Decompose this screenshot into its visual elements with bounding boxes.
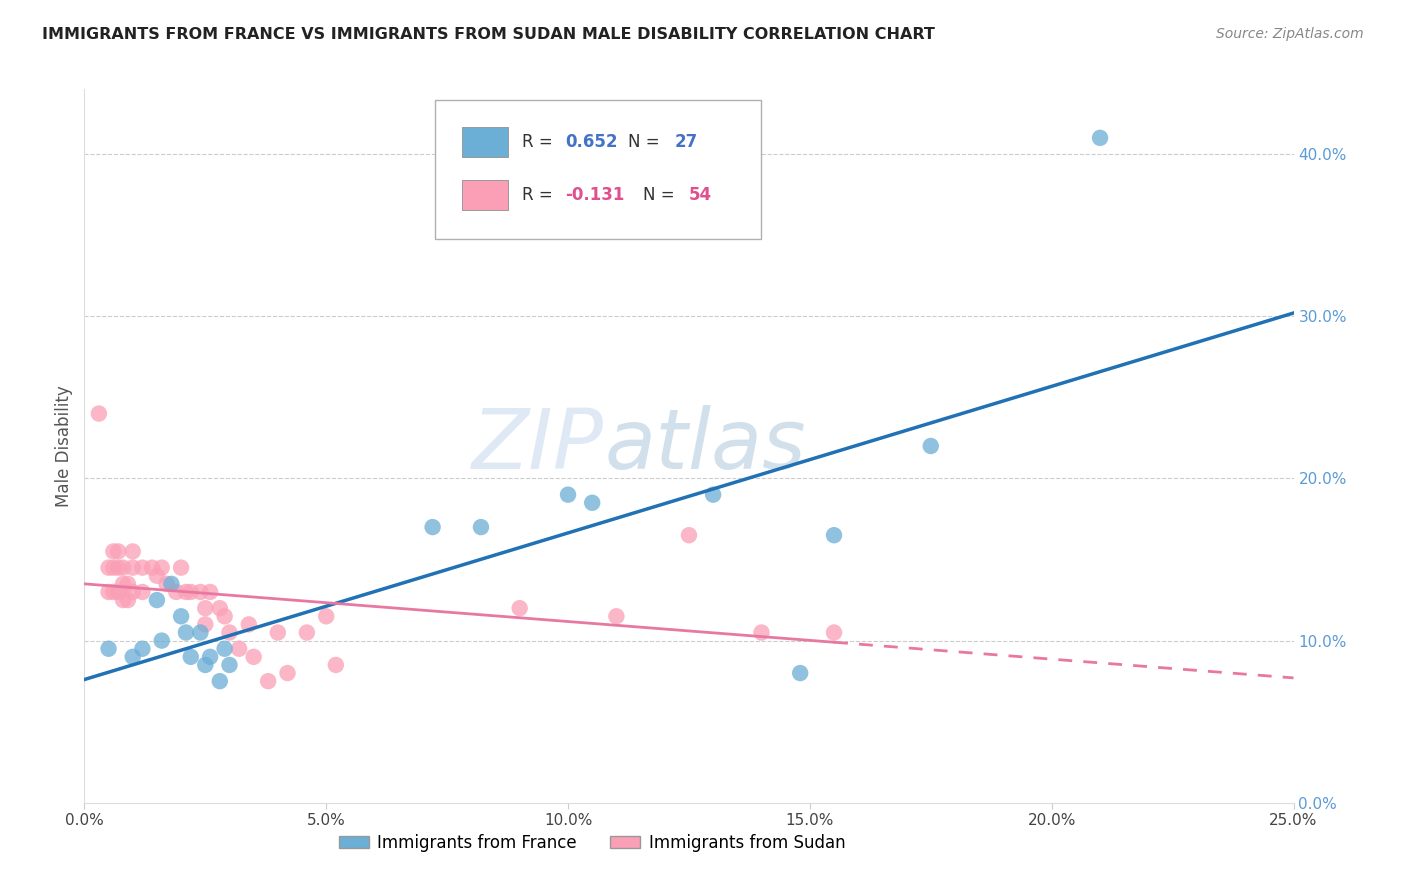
Point bbox=[751, 625, 773, 640]
Point bbox=[214, 609, 236, 624]
Point bbox=[150, 633, 173, 648]
Point bbox=[165, 585, 187, 599]
Point bbox=[117, 593, 139, 607]
Point bbox=[97, 560, 120, 574]
Point bbox=[190, 585, 212, 599]
Point bbox=[97, 585, 120, 599]
Point bbox=[121, 649, 143, 664]
Point bbox=[267, 625, 290, 640]
Text: R =: R = bbox=[522, 133, 558, 151]
Point bbox=[112, 560, 135, 574]
Point bbox=[180, 585, 202, 599]
FancyBboxPatch shape bbox=[461, 127, 508, 157]
FancyBboxPatch shape bbox=[434, 100, 762, 239]
Point bbox=[112, 577, 135, 591]
Point bbox=[557, 488, 579, 502]
Text: 54: 54 bbox=[689, 186, 711, 203]
Point bbox=[146, 568, 169, 582]
Text: N =: N = bbox=[643, 186, 681, 203]
Point bbox=[103, 585, 125, 599]
Point bbox=[194, 657, 217, 672]
Text: Source: ZipAtlas.com: Source: ZipAtlas.com bbox=[1216, 27, 1364, 41]
Point bbox=[107, 544, 129, 558]
Point bbox=[823, 625, 845, 640]
Legend: Immigrants from France, Immigrants from Sudan: Immigrants from France, Immigrants from … bbox=[332, 828, 852, 859]
Point bbox=[190, 625, 212, 640]
Point bbox=[117, 577, 139, 591]
Point bbox=[112, 593, 135, 607]
Point bbox=[107, 585, 129, 599]
Point bbox=[214, 641, 236, 656]
Point bbox=[295, 625, 318, 640]
Point bbox=[194, 601, 217, 615]
Point bbox=[121, 544, 143, 558]
Point bbox=[678, 528, 700, 542]
Point bbox=[174, 625, 197, 640]
Text: ZIP: ZIP bbox=[472, 406, 605, 486]
Point bbox=[238, 617, 260, 632]
Point bbox=[208, 674, 231, 689]
Point bbox=[198, 585, 221, 599]
Text: 27: 27 bbox=[675, 133, 697, 151]
Point bbox=[97, 641, 120, 656]
Point bbox=[160, 577, 183, 591]
Point bbox=[242, 649, 264, 664]
Point bbox=[170, 560, 193, 574]
Point bbox=[103, 544, 125, 558]
Point bbox=[208, 601, 231, 615]
Point bbox=[315, 609, 337, 624]
Text: 0.652: 0.652 bbox=[565, 133, 619, 151]
Point bbox=[121, 560, 143, 574]
Point bbox=[131, 585, 153, 599]
Point bbox=[180, 649, 202, 664]
Point bbox=[131, 560, 153, 574]
Point bbox=[107, 560, 129, 574]
Point bbox=[174, 585, 197, 599]
Point bbox=[218, 625, 240, 640]
Point bbox=[103, 560, 125, 574]
Point bbox=[823, 528, 845, 542]
Point bbox=[789, 666, 811, 681]
Point bbox=[605, 609, 627, 624]
Point bbox=[1088, 131, 1111, 145]
Point bbox=[150, 560, 173, 574]
Point bbox=[920, 439, 942, 453]
Point bbox=[141, 560, 163, 574]
Point bbox=[470, 520, 492, 534]
Point bbox=[509, 601, 531, 615]
Y-axis label: Male Disability: Male Disability bbox=[55, 385, 73, 507]
Point bbox=[87, 407, 110, 421]
Point bbox=[198, 649, 221, 664]
Point bbox=[146, 593, 169, 607]
Point bbox=[170, 609, 193, 624]
Point bbox=[581, 496, 603, 510]
Text: N =: N = bbox=[628, 133, 665, 151]
Text: R =: R = bbox=[522, 186, 558, 203]
Point bbox=[257, 674, 280, 689]
Point bbox=[218, 657, 240, 672]
Point bbox=[155, 577, 177, 591]
FancyBboxPatch shape bbox=[461, 180, 508, 210]
Text: IMMIGRANTS FROM FRANCE VS IMMIGRANTS FROM SUDAN MALE DISABILITY CORRELATION CHAR: IMMIGRANTS FROM FRANCE VS IMMIGRANTS FRO… bbox=[42, 27, 935, 42]
Point bbox=[228, 641, 250, 656]
Point bbox=[121, 585, 143, 599]
Text: -0.131: -0.131 bbox=[565, 186, 626, 203]
Point bbox=[702, 488, 724, 502]
Point bbox=[325, 657, 347, 672]
Point bbox=[194, 617, 217, 632]
Text: atlas: atlas bbox=[605, 406, 806, 486]
Point bbox=[276, 666, 298, 681]
Point bbox=[131, 641, 153, 656]
Point bbox=[422, 520, 444, 534]
